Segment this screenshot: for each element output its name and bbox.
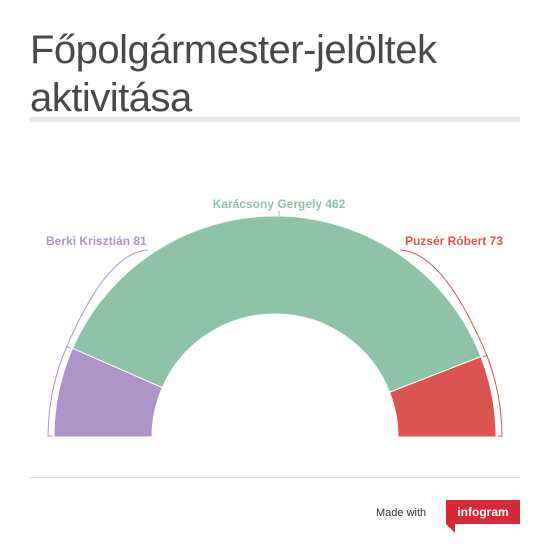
slice-karacsony-gergely[interactable] bbox=[71, 215, 482, 393]
made-with-text: Made with bbox=[376, 507, 427, 519]
leader-puzser-robert bbox=[399, 249, 488, 356]
slice-puzser-robert[interactable] bbox=[388, 355, 497, 438]
chart-title: Főpolgármester-jelöltek aktivitása bbox=[30, 28, 437, 120]
label-berki-krisztian: Berki Krisztián 81 bbox=[46, 234, 147, 248]
bracket-berki-krisztian bbox=[47, 346, 71, 437]
footer-divider bbox=[30, 477, 520, 478]
infogram-logo[interactable]: infogram bbox=[446, 500, 520, 524]
title-divider bbox=[30, 117, 520, 122]
infogram-logo-tail bbox=[446, 524, 455, 533]
leader-berki-krisztian bbox=[66, 249, 149, 347]
bracket-puzser-robert bbox=[482, 354, 503, 437]
infogram-logo-text: infogram bbox=[457, 505, 509, 519]
label-karacsony-gergely: Karácsony Gergely 462 bbox=[213, 197, 346, 211]
label-puzser-robert: Puzsér Róbert 73 bbox=[405, 234, 503, 248]
